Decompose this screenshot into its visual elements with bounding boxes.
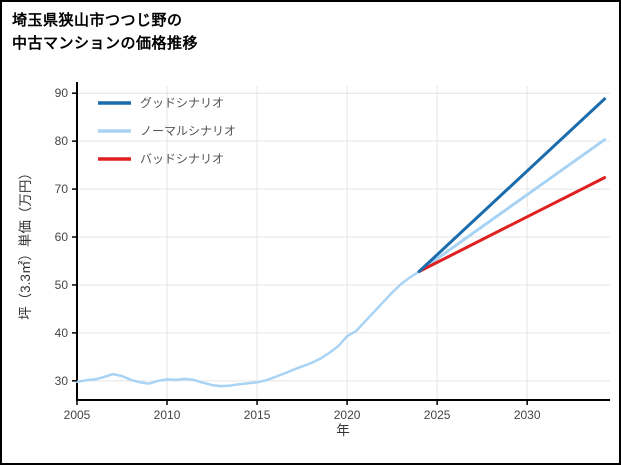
legend-label-1: グッドシナリオ [140,96,224,110]
legend-label-3: バッドシナリオ [140,152,224,166]
chart-title-line1: 埼玉県狭山市つつじ野の [12,12,183,29]
series-normal-scenario [417,138,607,273]
chart-series [75,97,607,388]
series-good-scenario [417,97,607,273]
y-tick-label: 80 [55,134,69,148]
y-tick-label: 90 [55,86,69,100]
y-tick-label: 60 [55,230,69,244]
x-tick-label: 2030 [514,408,541,422]
x-tick-label: 2010 [154,408,181,422]
y-tick-label: 50 [55,278,69,292]
chart-title: 埼玉県狭山市つつじ野の 中古マンションの価格推移 [12,10,198,55]
gridlines [76,86,610,400]
series-bad-scenario [417,176,607,273]
series-historical [75,270,421,388]
axes [76,82,610,401]
x-tick-label: 2020 [334,408,361,422]
y-tick-label: 40 [55,326,69,340]
x-tick-label: 2005 [64,408,91,422]
chart-title-line2: 中古マンションの価格推移 [12,34,199,52]
legend-label-2: ノーマルシナリオ [140,124,236,138]
x-axis-label: 年 [336,423,350,438]
y-axis-label: 坪（3.3㎡）単価（万円） [18,166,33,320]
y-tick-label: 30 [55,374,69,388]
x-tick-label: 2025 [424,408,451,422]
axis-ticks: 2005 2010 2015 2020 2025 2030 30 40 50 60 70 80 90 [55,86,541,422]
y-tick-label: 70 [55,182,69,196]
x-tick-label: 2015 [244,408,271,422]
